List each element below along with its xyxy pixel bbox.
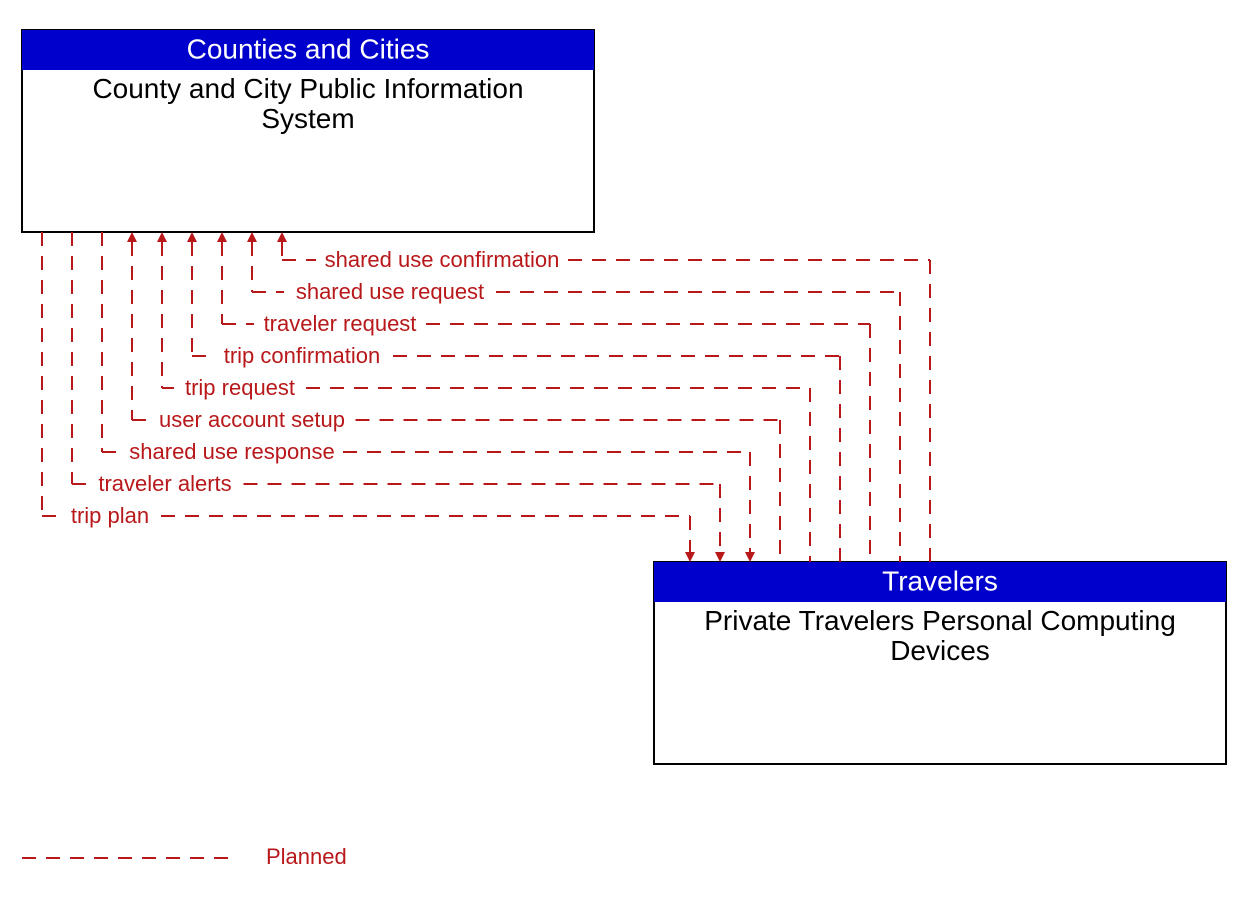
flow-label-text: trip plan — [71, 503, 149, 528]
arrowhead-down-icon — [715, 552, 725, 562]
architecture-diagram: Counties and Cities County and City Publ… — [0, 0, 1252, 897]
box-counties-cities-body-line2: System — [261, 103, 354, 134]
box-travelers: Travelers Private Travelers Personal Com… — [654, 562, 1226, 764]
arrowhead-down-icon — [685, 552, 695, 562]
arrowhead-up-icon — [247, 232, 257, 242]
flow-label-text: shared use request — [296, 279, 484, 304]
box-travelers-header-text: Travelers — [882, 565, 998, 596]
arrowhead-up-icon — [217, 232, 227, 242]
flow-label-text: shared use confirmation — [325, 247, 560, 272]
arrowhead-down-icon — [745, 552, 755, 562]
flow-label-text: trip confirmation — [224, 343, 381, 368]
box-travelers-body-line1: Private Travelers Personal Computing — [704, 605, 1176, 636]
legend-planned-label: Planned — [266, 844, 347, 869]
box-travelers-body-line2: Devices — [890, 635, 990, 666]
flow-label-text: traveler alerts — [98, 471, 231, 496]
flow-shared-use-request: shared use request — [247, 232, 900, 562]
box-counties-cities: Counties and Cities County and City Publ… — [22, 30, 594, 232]
arrowhead-up-icon — [187, 232, 197, 242]
legend: Planned — [22, 844, 347, 869]
arrowhead-up-icon — [157, 232, 167, 242]
flow-label-text: user account setup — [159, 407, 345, 432]
arrowhead-up-icon — [127, 232, 137, 242]
flow-label-text: traveler request — [264, 311, 417, 336]
box-counties-cities-header-text: Counties and Cities — [187, 33, 430, 64]
arrowhead-up-icon — [277, 232, 287, 242]
flow-label-text: shared use response — [129, 439, 334, 464]
flow-label-text: trip request — [185, 375, 295, 400]
box-counties-cities-body-line1: County and City Public Information — [92, 73, 523, 104]
flows-group: shared use confirmation shared use reques… — [42, 232, 930, 562]
